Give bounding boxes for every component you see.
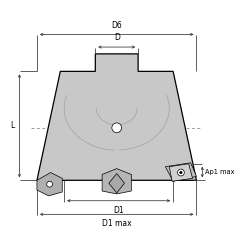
- Circle shape: [112, 123, 122, 133]
- Polygon shape: [102, 169, 131, 194]
- Polygon shape: [37, 54, 197, 180]
- Text: L: L: [10, 121, 15, 130]
- Polygon shape: [109, 174, 125, 193]
- Text: Ap1 max: Ap1 max: [205, 169, 235, 175]
- Text: D1: D1: [113, 206, 124, 215]
- Circle shape: [180, 171, 182, 174]
- Polygon shape: [169, 164, 192, 181]
- Polygon shape: [37, 173, 62, 196]
- Text: D1 max: D1 max: [102, 219, 132, 228]
- Text: D6: D6: [111, 21, 122, 30]
- Circle shape: [47, 181, 53, 187]
- Text: D: D: [114, 33, 120, 42]
- Polygon shape: [165, 163, 197, 181]
- Circle shape: [178, 169, 184, 176]
